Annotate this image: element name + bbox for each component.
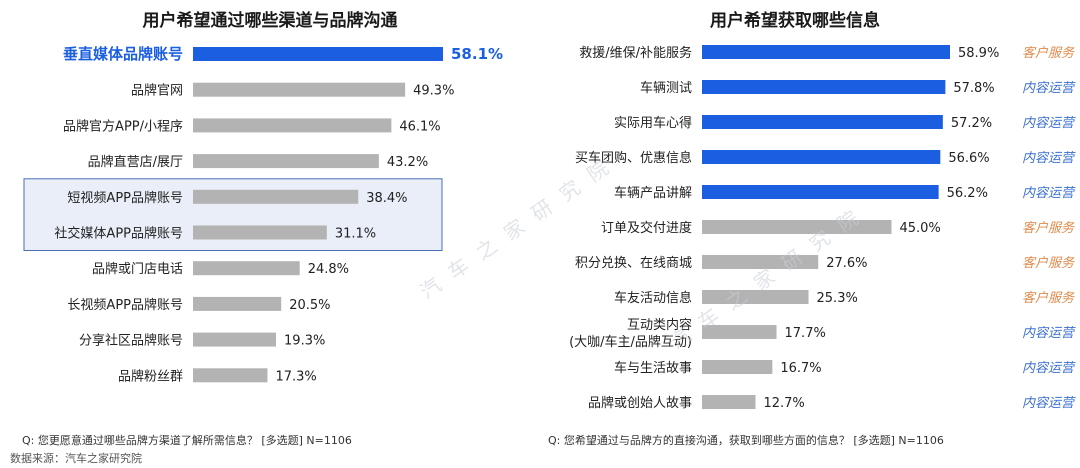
right-category-label: 救援/维保/补能服务 xyxy=(579,45,692,61)
left-category-label: 分享社区品牌账号 xyxy=(79,333,183,349)
right-value-label: 17.7% xyxy=(785,326,826,341)
right-value-label: 56.6% xyxy=(948,151,989,166)
right-category-label: 订单及交付进度 xyxy=(601,220,692,236)
left-bar xyxy=(193,296,282,311)
left-value-label: 24.8% xyxy=(308,262,349,277)
right-tag-label: 客户服务 xyxy=(1022,290,1075,306)
left-category-label: 品牌或门店电话 xyxy=(92,261,183,277)
right-bar xyxy=(702,185,939,199)
right-tag-label: 内容运营 xyxy=(1022,185,1076,201)
right-category-label: 积分兑换、在线商城 xyxy=(575,256,692,271)
left-category-label: 短视频APP品牌账号 xyxy=(67,190,183,206)
right-tag-label: 内容运营 xyxy=(1022,115,1076,131)
left-bar xyxy=(193,189,359,204)
right-bar xyxy=(702,255,819,269)
right-bar xyxy=(702,220,892,234)
left-bar xyxy=(193,332,277,347)
left-bar xyxy=(193,118,392,133)
right-value-label: 45.0% xyxy=(899,221,940,236)
right-value-label: 57.8% xyxy=(953,81,994,96)
right-category-label: 互动类内容(大咖/车主/品牌互动) xyxy=(569,317,692,350)
right-category-label: 实际用车心得 xyxy=(614,115,692,131)
right-tag-label: 客户服务 xyxy=(1022,45,1075,61)
left-chart-title: 用户希望通过哪些渠道与品牌沟通 xyxy=(142,11,398,31)
right-tag-label: 内容运营 xyxy=(1022,395,1076,411)
right-tag-label: 客户服务 xyxy=(1022,220,1075,236)
right-footnote: Q: 您希望通过与品牌方的直接沟通，获取到哪些方面的信息？ [多选题] N=11… xyxy=(548,434,944,447)
left-bar xyxy=(193,47,443,61)
right-value-label: 12.7% xyxy=(763,396,804,411)
right-bar xyxy=(702,290,809,304)
left-category-label: 长视频APP品牌账号 xyxy=(67,297,183,313)
left-category-label: 品牌官网 xyxy=(131,83,183,99)
left-value-label: 38.4% xyxy=(366,191,407,206)
source-note: 数据来源：汽车之家研究院 xyxy=(10,452,142,465)
left-footnote: Q: 您更愿意通过哪些品牌方渠道了解所需信息？ [多选题] N=1106 xyxy=(22,434,352,447)
right-category-label: 品牌或创始人故事 xyxy=(588,395,692,411)
right-tag-label: 内容运营 xyxy=(1022,360,1076,376)
right-category-label: 车与生活故事 xyxy=(614,360,692,376)
right-bar xyxy=(702,115,943,129)
right-category-label: 车辆产品讲解 xyxy=(614,185,692,201)
right-bar xyxy=(702,150,941,164)
left-value-label: 17.3% xyxy=(275,369,316,384)
right-bar xyxy=(702,80,946,94)
left-value-label: 43.2% xyxy=(387,155,428,170)
right-bar xyxy=(702,325,777,339)
right-tag-label: 内容运营 xyxy=(1022,150,1076,166)
left-bar xyxy=(193,225,327,240)
left-category-label: 社交媒体APP品牌账号 xyxy=(54,226,183,242)
left-value-label: 19.3% xyxy=(284,334,325,349)
right-bar xyxy=(702,45,950,59)
left-category-label: 品牌直营店/展厅 xyxy=(88,154,183,170)
right-category-label: 车友活动信息 xyxy=(614,290,692,306)
right-value-label: 58.9% xyxy=(958,46,999,61)
right-category-label: 买车团购、优惠信息 xyxy=(575,150,692,166)
left-value-label: 20.5% xyxy=(289,298,330,313)
left-bar xyxy=(193,368,268,383)
right-value-label: 56.2% xyxy=(947,186,988,201)
left-value-label: 49.3% xyxy=(413,84,454,99)
right-tag-label: 内容运营 xyxy=(1022,80,1076,96)
left-bar xyxy=(193,82,406,97)
right-value-label: 57.2% xyxy=(951,116,992,131)
left-value-label: 58.1% xyxy=(451,45,503,63)
right-chart-title: 用户希望获取哪些信息 xyxy=(710,11,880,31)
left-category-label: 品牌粉丝群 xyxy=(118,368,183,384)
right-value-label: 16.7% xyxy=(780,361,821,376)
left-bar xyxy=(193,261,300,276)
right-tag-label: 内容运营 xyxy=(1022,325,1076,341)
left-category-label: 垂直媒体品牌账号 xyxy=(63,45,183,63)
right-tag-label: 客户服务 xyxy=(1022,255,1075,271)
right-bar xyxy=(702,360,773,374)
left-category-label: 品牌官方APP/小程序 xyxy=(63,118,183,134)
right-bar xyxy=(702,395,756,409)
right-value-label: 27.6% xyxy=(826,256,867,271)
right-category-label: 车辆测试 xyxy=(640,80,692,96)
left-bar xyxy=(193,154,379,169)
left-value-label: 31.1% xyxy=(335,227,376,242)
right-value-label: 25.3% xyxy=(817,291,858,306)
left-value-label: 46.1% xyxy=(399,119,440,134)
